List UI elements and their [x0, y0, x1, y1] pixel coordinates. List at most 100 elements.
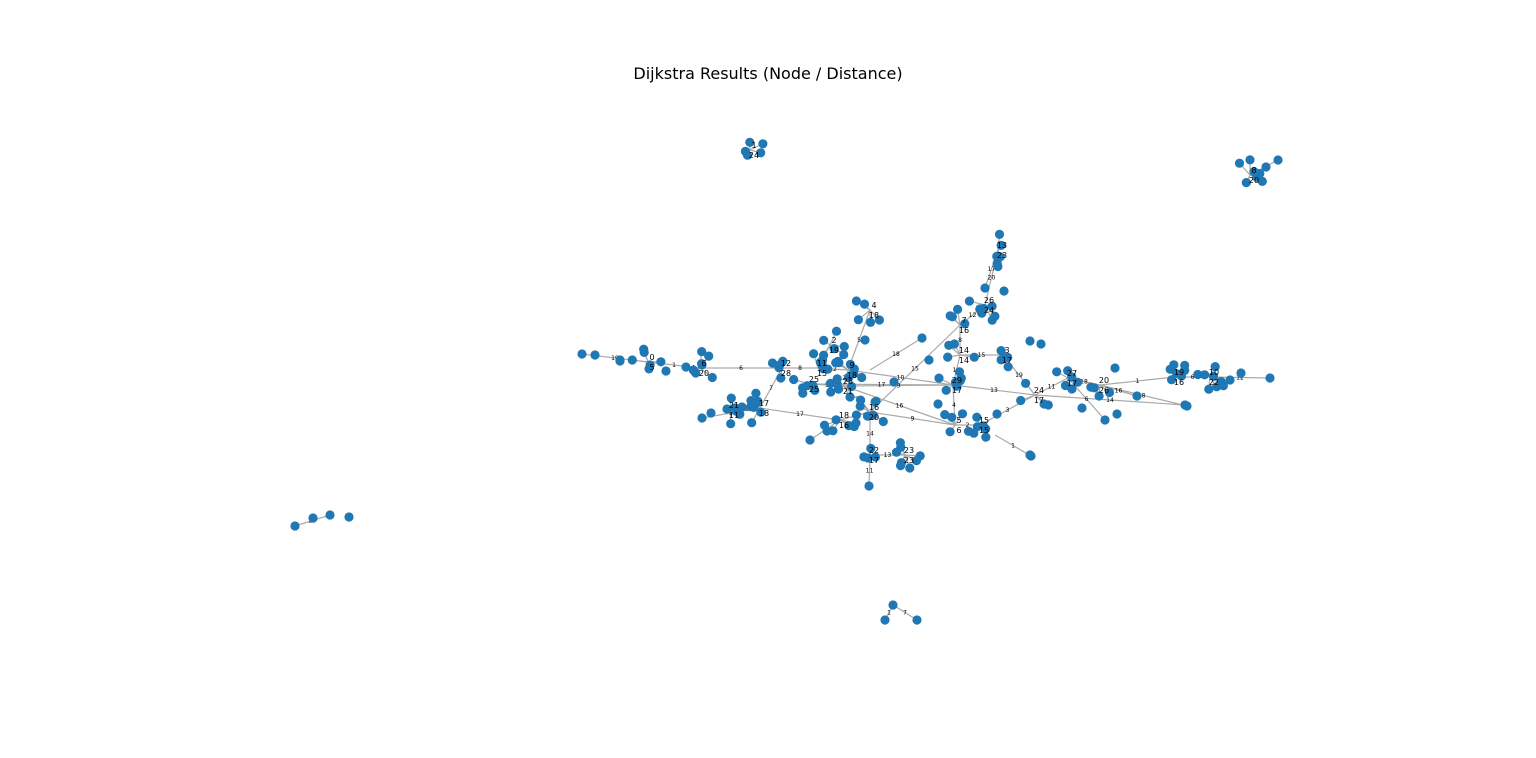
node-id-label: 17 — [759, 399, 769, 408]
node-distance-label: 18 — [869, 311, 879, 320]
graph-node — [590, 350, 599, 359]
node-distance-label: 24 — [749, 151, 759, 160]
graph-node — [819, 336, 828, 345]
graph-node — [1026, 451, 1035, 460]
node-distance-label: 16 — [1174, 378, 1184, 387]
graph-node — [917, 333, 926, 342]
edge-layer — [295, 142, 1278, 620]
graph-node — [879, 417, 888, 426]
node-id-label: 20 — [1099, 376, 1109, 385]
graph-node — [747, 418, 756, 427]
node-id-label: 5 — [956, 416, 961, 425]
graph-node — [640, 348, 649, 357]
graph-node — [860, 300, 869, 309]
edge-weight-label: 16 — [1115, 388, 1123, 395]
node-id-label: 1 — [751, 141, 756, 150]
edge-weight-label: 17 — [796, 411, 804, 418]
node-distance-label: 23 — [904, 456, 914, 465]
graph-node — [852, 296, 861, 305]
edge-weight-label: 1 — [1011, 443, 1015, 450]
edge-weight-label: 18 — [892, 351, 900, 358]
node-distance-label: 17 — [952, 386, 962, 395]
node-id-label: 13 — [997, 241, 1007, 250]
node-distance-label: 17 — [1034, 396, 1044, 405]
edge-weight-label: 7 — [769, 385, 773, 392]
edge-weight-label: 8 — [1142, 393, 1146, 400]
node-distance-label: 17 — [1002, 356, 1012, 365]
graph-node — [912, 615, 921, 624]
graph-node — [950, 339, 959, 348]
edge-weight-label: 11 — [866, 468, 874, 475]
graph-node — [1086, 383, 1095, 392]
edge-weight-label: 17 — [878, 382, 886, 389]
node-distance-label: 20 — [869, 413, 879, 422]
graph-node — [1273, 155, 1282, 164]
graph-node — [854, 315, 863, 324]
node-distance-label: 23 — [997, 251, 1007, 260]
graph-node — [1225, 375, 1234, 384]
graph-node — [1265, 373, 1274, 382]
edge-weight-label: 3 — [1006, 407, 1010, 414]
node-distance-label: 28 — [781, 369, 791, 378]
graph-node — [852, 410, 861, 419]
edge-weight-label: 16 — [896, 403, 904, 410]
graph-node — [809, 349, 818, 358]
node-distance-label: 5 — [649, 363, 654, 372]
graph-node — [290, 521, 299, 530]
graph-node — [768, 358, 777, 367]
graph-node — [628, 355, 637, 364]
node-distance-label: 6 — [956, 426, 961, 435]
edge-weight-label: 9 — [911, 416, 915, 423]
node-id-label: 27 — [1067, 369, 1077, 378]
node-id-label: 7 — [961, 316, 966, 325]
graph-node — [1182, 401, 1191, 410]
graph-node — [1021, 379, 1030, 388]
chart-title: Dijkstra Results (Node / Distance) — [0, 64, 1536, 83]
node-id-label: 23 — [904, 446, 914, 455]
edge-weight-label: 14 — [866, 431, 874, 438]
node-id-label: 22 — [869, 446, 879, 455]
graph-node — [1110, 363, 1119, 372]
graph-node — [751, 389, 760, 398]
edge-weight-label: 1 — [672, 362, 676, 369]
node-distance-label: 16 — [959, 326, 969, 335]
graph-node — [860, 335, 869, 344]
node-distance-label: 14 — [959, 356, 969, 365]
edge-weight-label: 12 — [969, 312, 977, 319]
graph-node — [888, 600, 897, 609]
node-id-label: 6 — [701, 359, 706, 368]
graph-node — [697, 347, 706, 356]
graph-node — [1016, 396, 1025, 405]
node-distance-label: 17 — [869, 456, 879, 465]
graph-node — [758, 139, 767, 148]
graph-node — [880, 615, 889, 624]
graph-node — [992, 409, 1001, 418]
graph-node — [726, 419, 735, 428]
graph-node — [706, 408, 715, 417]
node-distance-label: 15 — [979, 426, 989, 435]
graph-node — [656, 357, 665, 366]
node-distance-label: 22 — [1209, 378, 1219, 387]
graph-node — [980, 283, 989, 292]
edge-weight-label: 11 — [1048, 384, 1056, 391]
edge-weight-label: 6 — [1085, 396, 1089, 403]
graph-node — [864, 481, 873, 490]
node-id-label: 2 — [831, 336, 836, 345]
node-id-label: 0 — [649, 353, 654, 362]
graph-node — [1100, 415, 1109, 424]
graph-node — [1245, 155, 1254, 164]
graph-node — [1235, 159, 1244, 168]
graph-node — [953, 305, 962, 314]
node-id-label: 14 — [959, 346, 969, 355]
node-distance-label: 11 — [729, 411, 739, 420]
edge-weight-label: 8 — [798, 365, 802, 372]
node-id-label: 25 — [809, 375, 819, 384]
node-id-label: 29 — [952, 376, 962, 385]
node-id-label: 4 — [871, 301, 876, 310]
node-distance-label: 19 — [829, 346, 839, 355]
graph-node — [1261, 162, 1270, 171]
node-id-label: 21 — [729, 401, 739, 410]
graph-node — [1044, 400, 1053, 409]
